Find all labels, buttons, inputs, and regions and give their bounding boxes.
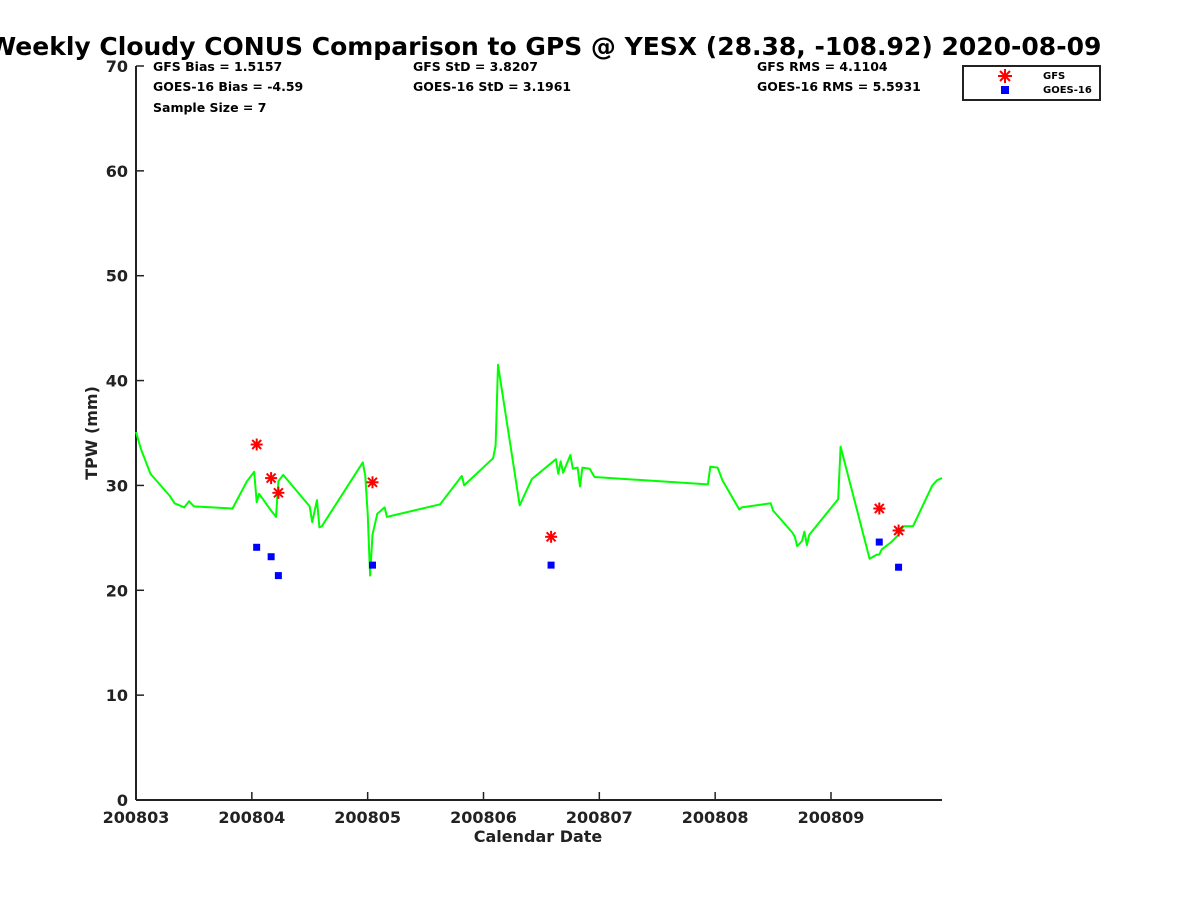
y-ticks: 0 10 20 30 40 50 60 70 — [106, 57, 144, 810]
goes16-point — [875, 538, 883, 546]
axes — [135, 66, 942, 801]
x-ticks: 200803 200804 200805 200806 200807 200808 2008… — [103, 792, 865, 827]
plot-area — [135, 363, 943, 580]
gfs-point — [265, 472, 278, 485]
legend-gfs-label: GFS — [1043, 71, 1065, 82]
x-tick-label: 200805 — [334, 808, 401, 827]
x-axis-label: Calendar Date — [474, 827, 603, 846]
gps-tpw-line — [135, 363, 943, 577]
x-tick-label: 200804 — [218, 808, 285, 827]
legend: GFS GOES-16 — [962, 65, 1101, 101]
goes16-point — [547, 561, 555, 569]
gfs-point — [366, 476, 379, 489]
x-tick-label: 200807 — [566, 808, 633, 827]
goes16-point — [895, 563, 903, 571]
gfs-point — [892, 524, 905, 537]
gfs-point — [545, 530, 558, 543]
goes-rms-stat: GOES-16 RMS = 5.5931 — [757, 79, 921, 94]
y-tick-label: 10 — [106, 686, 128, 705]
y-tick-label: 30 — [106, 476, 128, 495]
legend-gfs-marker — [998, 69, 1012, 83]
y-tick-label: 60 — [106, 162, 128, 181]
x-tick-label: 200809 — [798, 808, 865, 827]
goes16-point — [274, 572, 282, 580]
legend-goes-marker — [1001, 86, 1009, 94]
gfs-std-stat: GFS StD = 3.8207 — [413, 59, 538, 74]
gfs-bias-stat: GFS Bias = 1.5157 — [153, 59, 282, 74]
y-axis-label: TPW (mm) — [82, 386, 101, 480]
y-tick-label: 40 — [106, 372, 128, 391]
sample-size-stat: Sample Size = 7 — [153, 100, 266, 115]
x-tick-label: 200808 — [682, 808, 749, 827]
goes-bias-stat: GOES-16 Bias = -4.59 — [153, 79, 303, 94]
chart-title: Weekly Cloudy CONUS Comparison to GPS @ … — [0, 32, 1101, 61]
gfs-point — [873, 502, 886, 515]
y-tick-label: 70 — [106, 57, 128, 76]
goes16-point — [253, 543, 261, 551]
x-tick-label: 200806 — [450, 808, 517, 827]
y-tick-label: 50 — [106, 267, 128, 286]
y-tick-label: 0 — [117, 791, 128, 810]
y-tick-label: 20 — [106, 581, 128, 600]
gfs-point — [250, 438, 263, 451]
legend-goes-label: GOES-16 — [1043, 85, 1092, 96]
goes-std-stat: GOES-16 StD = 3.1961 — [413, 79, 571, 94]
gfs-point — [272, 486, 285, 499]
goes16-point — [368, 561, 376, 569]
goes16-point — [267, 553, 275, 561]
gfs-rms-stat: GFS RMS = 4.1104 — [757, 59, 888, 74]
legend-box — [962, 65, 1101, 101]
x-tick-label: 200803 — [103, 808, 170, 827]
